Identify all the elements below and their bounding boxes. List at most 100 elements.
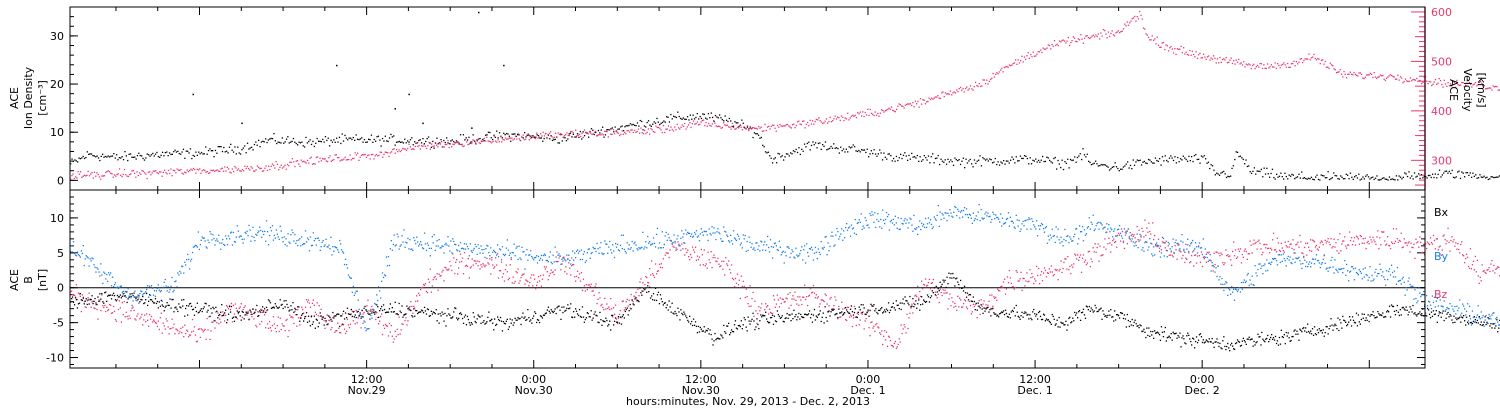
bz-point <box>1270 247 1272 249</box>
bz-point <box>288 330 290 332</box>
bz-point <box>118 300 120 302</box>
bz-point <box>1179 250 1181 252</box>
bz-point <box>461 257 464 259</box>
bx-point <box>774 320 777 322</box>
bz-point <box>674 242 676 244</box>
velocity-point <box>1386 77 1388 79</box>
bz-point <box>71 293 74 296</box>
bz-point <box>1041 280 1044 282</box>
velocity-point <box>209 172 211 174</box>
velocity-point <box>675 129 677 131</box>
density-point <box>959 163 962 166</box>
bz-point <box>610 298 612 300</box>
bx-point <box>665 307 667 309</box>
bz-point <box>1163 242 1165 244</box>
bz-point <box>571 257 573 259</box>
density-point <box>178 152 180 155</box>
bz-point <box>1317 249 1320 251</box>
density-point <box>876 155 878 157</box>
bz-point <box>1069 265 1071 268</box>
bz-point <box>994 297 996 299</box>
bz-point <box>469 267 471 269</box>
bx-point <box>724 331 726 333</box>
velocity-point <box>788 125 790 127</box>
bx-point <box>202 308 204 310</box>
bz-point <box>1063 261 1065 264</box>
bz-point <box>103 306 105 309</box>
density-point <box>599 132 601 134</box>
bz-point <box>285 319 287 322</box>
bx-point <box>833 308 835 310</box>
bx-point <box>392 311 394 313</box>
bz-point <box>903 324 905 326</box>
velocity-point <box>888 107 890 109</box>
bz-point <box>725 256 727 259</box>
density-point <box>223 146 225 149</box>
bz-point <box>188 334 191 336</box>
bz-point <box>1015 270 1017 272</box>
bx-point <box>400 311 402 314</box>
bz-point <box>794 291 796 293</box>
velocity-point <box>1170 45 1172 48</box>
bz-point <box>503 280 506 282</box>
bx-point <box>617 316 620 318</box>
bx-point <box>624 310 626 313</box>
bx-point <box>584 318 586 321</box>
bz-point <box>263 311 265 314</box>
bz-point <box>1201 265 1204 268</box>
bx-point <box>823 322 825 324</box>
bz-point <box>175 328 177 330</box>
bz-point <box>804 284 806 286</box>
density-point <box>75 160 77 162</box>
velocity-tick-label: 600 <box>1431 6 1452 19</box>
bx-point <box>640 292 642 294</box>
bx-point <box>817 314 819 316</box>
velocity-point <box>456 141 458 144</box>
density-point <box>1171 157 1173 159</box>
bz-point <box>1098 260 1100 262</box>
bz-point <box>1306 254 1308 256</box>
density-point <box>134 156 136 158</box>
bz-point <box>884 330 886 332</box>
bx-point <box>369 313 371 315</box>
bx-point <box>420 311 422 313</box>
velocity-point <box>216 169 218 171</box>
bx-point <box>226 319 229 321</box>
bx-point <box>619 316 622 318</box>
bz-point <box>566 273 568 275</box>
density-point <box>181 151 183 153</box>
bx-point <box>635 297 637 299</box>
velocity-point <box>325 160 327 162</box>
bz-point <box>385 325 388 327</box>
density-point <box>1095 160 1097 162</box>
velocity-point <box>181 172 183 174</box>
bz-point <box>1001 286 1004 288</box>
velocity-point <box>1186 53 1188 56</box>
density-point <box>893 157 895 160</box>
velocity-point <box>1279 67 1281 69</box>
density-point <box>212 150 214 152</box>
bx-point <box>249 309 251 311</box>
density-point <box>1426 177 1428 179</box>
velocity-point <box>1199 52 1201 54</box>
bz-point <box>150 315 153 318</box>
bz-point <box>149 314 151 316</box>
bx-point <box>620 323 623 325</box>
bz-point <box>637 288 639 290</box>
bz-point <box>1497 266 1499 268</box>
density-point <box>482 138 484 141</box>
density-point <box>1008 162 1010 164</box>
velocity-point <box>1364 76 1366 78</box>
density-point <box>142 157 144 160</box>
bx-point <box>175 306 177 308</box>
velocity-point <box>541 135 543 137</box>
bz-point <box>1254 242 1256 245</box>
velocity-point <box>378 154 380 156</box>
bx-point <box>380 308 382 310</box>
bx-point <box>321 318 323 320</box>
bz-point <box>562 257 564 259</box>
velocity-point <box>1438 78 1440 80</box>
bz-point <box>163 325 165 327</box>
density-point <box>791 153 793 155</box>
bx-point <box>453 311 455 313</box>
